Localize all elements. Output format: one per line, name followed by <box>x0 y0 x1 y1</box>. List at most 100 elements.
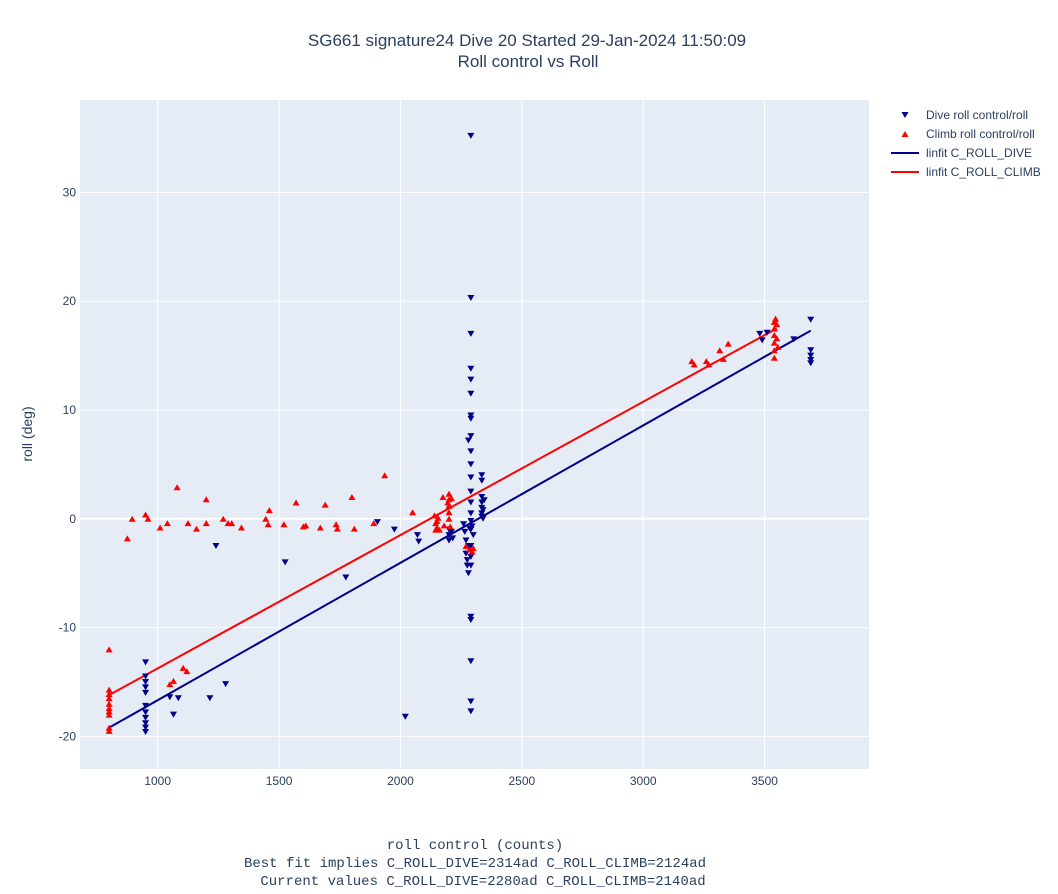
dive-point <box>467 390 475 397</box>
dive-point <box>445 537 453 544</box>
climb-point <box>719 355 727 362</box>
dive-point <box>463 557 471 564</box>
climb-point <box>265 507 273 514</box>
dive-point <box>807 316 815 323</box>
x-tick-label: 3000 <box>630 774 657 788</box>
dive-point <box>807 356 815 363</box>
climb-point <box>716 347 724 354</box>
y-tick-label: 20 <box>63 294 77 308</box>
climb-point <box>773 335 781 342</box>
plot-background <box>80 100 869 769</box>
climb-point <box>370 520 378 527</box>
chart-subtitle: Roll control vs Roll <box>458 52 599 71</box>
climb-point <box>350 525 358 532</box>
dive-point <box>467 474 475 481</box>
grid-lines <box>80 100 869 769</box>
dive-point <box>413 532 421 539</box>
y-tick-label: -10 <box>59 621 77 635</box>
climb-point <box>446 523 454 530</box>
climb-point <box>469 545 477 552</box>
climb-point <box>435 526 443 533</box>
climb-point <box>105 695 113 702</box>
dive-point <box>467 698 475 705</box>
climb-point <box>219 515 227 522</box>
climb-point <box>321 501 329 508</box>
dive-point <box>142 729 150 736</box>
climb-point <box>433 517 441 524</box>
dive-point <box>449 535 457 542</box>
climb-point <box>166 681 174 688</box>
legend-item-climb-fit[interactable]: linfit C_ROLL_CLIMB <box>891 165 1041 179</box>
legend-item-dive-fit[interactable]: linfit C_ROLL_DIVE <box>891 146 1032 160</box>
dive-point <box>479 507 487 514</box>
dive-point <box>460 521 468 528</box>
climb-point <box>105 727 113 734</box>
legend-item-climb-markers[interactable]: Climb roll control/roll <box>901 127 1035 141</box>
legend-label-climb-markers: Climb roll control/roll <box>926 127 1035 141</box>
dive-point <box>464 570 472 577</box>
climb-point <box>445 502 453 509</box>
dive-point <box>467 499 475 506</box>
legend-item-dive-markers[interactable]: Dive roll control/roll <box>901 108 1029 122</box>
dive-point <box>206 695 214 702</box>
dive-point <box>467 562 475 569</box>
dive-point <box>467 658 475 665</box>
climb-point <box>332 521 340 528</box>
dive-point <box>142 720 150 727</box>
x-tick-label: 1000 <box>144 774 171 788</box>
climb-point <box>302 522 310 529</box>
dive-point <box>401 713 409 720</box>
dive-point <box>174 695 182 702</box>
dive-point <box>763 329 771 336</box>
dive-point <box>467 365 475 372</box>
climb-point <box>348 494 356 501</box>
dive-point <box>212 543 220 549</box>
climb-point <box>156 524 164 531</box>
climb-point <box>128 515 136 522</box>
dive-point <box>142 714 150 721</box>
climb-point <box>439 494 447 501</box>
dive-point <box>222 681 230 688</box>
dive-point <box>461 528 469 535</box>
climb-point <box>774 343 782 350</box>
climb-point <box>105 646 113 653</box>
climb-point <box>228 520 236 527</box>
climb-point <box>430 512 438 519</box>
dive-point <box>169 711 177 718</box>
dive-point <box>467 553 475 560</box>
y-tick-label: 10 <box>63 403 77 417</box>
climb-point <box>770 325 778 332</box>
climb-point <box>105 705 113 712</box>
climb-point <box>292 499 300 506</box>
x-axis-title-line-3: Current values C_ROLL_DIVE=2280ad C_ROLL… <box>260 874 705 890</box>
dive-point <box>467 543 475 549</box>
x-tick-label: 1500 <box>266 774 293 788</box>
dive-point <box>478 477 486 484</box>
dive-point <box>758 337 766 344</box>
dive-point <box>467 415 475 422</box>
x-tick-label: 2000 <box>387 774 414 788</box>
climb-point <box>184 520 192 527</box>
y-axis-title: roll (deg) <box>19 406 35 461</box>
dive-point <box>807 352 815 359</box>
climb-point <box>105 724 113 731</box>
dive-point <box>467 517 475 524</box>
dive-point <box>464 437 472 444</box>
climb-point <box>280 521 288 528</box>
climb-point <box>237 524 245 531</box>
x-tick-label: 3500 <box>751 774 778 788</box>
series-2 <box>108 329 812 729</box>
dive-point <box>479 515 487 522</box>
climb-point <box>440 522 448 529</box>
dive-point <box>467 376 475 383</box>
climb-point <box>770 354 778 361</box>
dive-point <box>462 537 470 544</box>
climb-point <box>105 690 113 697</box>
climb-point <box>462 543 470 549</box>
climb-point <box>770 339 778 346</box>
legend-climb-marker-icon <box>901 131 909 137</box>
climb-point <box>193 525 201 532</box>
legend[interactable]: Dive roll control/roll Climb roll contro… <box>891 108 1041 179</box>
dive-point <box>467 616 475 623</box>
dive-point <box>478 494 486 501</box>
